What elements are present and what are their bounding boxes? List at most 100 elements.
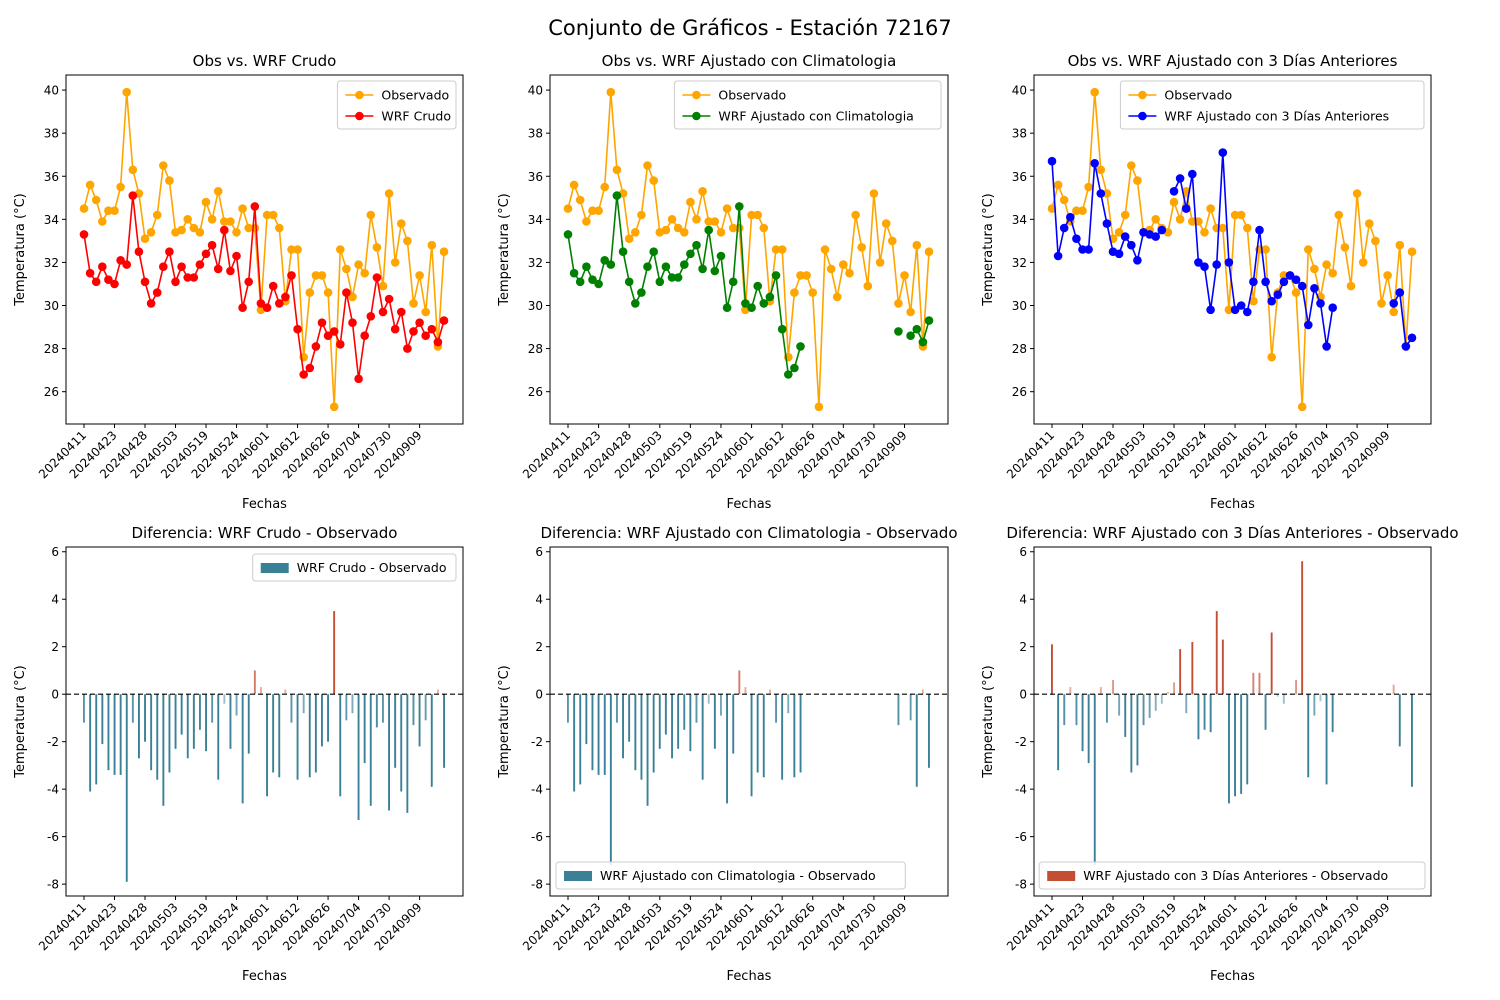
bar	[211, 694, 214, 723]
data-point	[159, 262, 168, 272]
bar	[1246, 694, 1249, 785]
series-line	[1051, 161, 1163, 264]
bar	[412, 694, 415, 726]
data-point	[275, 223, 284, 233]
y-tick-label: 4	[1019, 593, 1027, 607]
data-point	[1395, 240, 1405, 250]
data-point	[1120, 210, 1130, 220]
bar	[119, 694, 122, 775]
bar	[369, 694, 372, 806]
data-point	[1236, 301, 1246, 310]
data-point	[1133, 176, 1142, 185]
bar	[162, 694, 165, 806]
axes-frame	[549, 74, 949, 425]
bar	[738, 670, 741, 695]
y-axis-label: Temperatura (°C)	[13, 193, 28, 306]
series-wrf	[563, 191, 934, 379]
y-tick-label: 36	[528, 170, 543, 184]
bar	[1124, 694, 1127, 737]
data-point	[1395, 288, 1405, 297]
data-point	[912, 324, 922, 334]
bar	[394, 694, 397, 768]
data-point	[1066, 212, 1075, 222]
data-point	[1127, 161, 1136, 170]
series-observado	[1047, 87, 1417, 412]
y-tick-label: 28	[1012, 342, 1027, 356]
data-point	[201, 197, 211, 207]
data-point	[207, 215, 217, 224]
data-point	[906, 307, 915, 317]
data-point	[649, 247, 658, 256]
data-point	[1407, 333, 1417, 343]
bar	[640, 694, 643, 780]
bar	[769, 689, 771, 695]
data-point	[888, 236, 897, 246]
bar	[1411, 694, 1413, 787]
y-tick-label: 4	[535, 593, 543, 607]
data-point	[563, 204, 573, 213]
y-tick-label: 32	[1012, 256, 1027, 270]
bar	[1240, 694, 1243, 794]
data-point	[244, 223, 253, 233]
bar	[1093, 694, 1096, 866]
data-point	[268, 281, 278, 291]
data-point	[1371, 236, 1380, 246]
data-point	[667, 273, 677, 282]
data-point	[728, 277, 738, 287]
bar	[1075, 694, 1078, 726]
axes-frame	[65, 74, 464, 425]
data-point	[409, 299, 418, 308]
bar	[1160, 694, 1163, 704]
data-point	[1200, 262, 1209, 272]
bar	[799, 694, 802, 773]
data-point	[588, 206, 597, 215]
data-point	[1047, 156, 1057, 166]
data-point	[1127, 240, 1136, 250]
data-point	[183, 215, 192, 224]
axes-frame	[65, 546, 464, 897]
bar	[1258, 672, 1261, 695]
bar	[671, 694, 673, 759]
y-tick-label: 30	[528, 299, 543, 313]
data-point	[820, 245, 830, 254]
data-point	[1358, 258, 1368, 267]
data-point	[415, 318, 424, 328]
bar	[915, 694, 918, 787]
data-point	[771, 271, 781, 280]
data-point	[152, 288, 162, 297]
legend-swatch	[260, 563, 289, 573]
data-point	[832, 292, 842, 302]
data-point	[403, 344, 412, 353]
data-point	[1377, 299, 1386, 308]
data-point	[177, 262, 186, 272]
y-tick-label: 26	[528, 385, 543, 399]
y-tick-label: 26	[44, 385, 59, 399]
legend-box	[1038, 861, 1426, 890]
data-point	[1236, 210, 1246, 220]
bar	[436, 689, 439, 695]
data-point	[796, 271, 805, 280]
data-point	[146, 228, 156, 237]
y-axis-label: Temperatura (°C)	[13, 665, 28, 778]
legend: Observado WRF Crudo	[336, 80, 457, 130]
data-point	[845, 268, 854, 278]
bar	[720, 694, 722, 716]
data-point	[869, 189, 879, 198]
data-point	[673, 273, 683, 282]
data-point	[299, 370, 309, 379]
data-point	[1267, 296, 1276, 306]
data-point	[85, 180, 95, 190]
data-point	[305, 288, 315, 297]
x-axis-label: Fechas	[727, 497, 772, 512]
data-point	[1310, 264, 1319, 274]
data-point	[244, 277, 253, 287]
bar	[616, 694, 618, 723]
data-point	[698, 187, 707, 196]
data-point	[1297, 281, 1307, 291]
bar	[756, 694, 759, 773]
data-point	[563, 230, 573, 239]
data-point	[1340, 243, 1350, 252]
data-point	[415, 271, 424, 280]
data-point	[1200, 228, 1209, 237]
bar	[144, 694, 146, 742]
